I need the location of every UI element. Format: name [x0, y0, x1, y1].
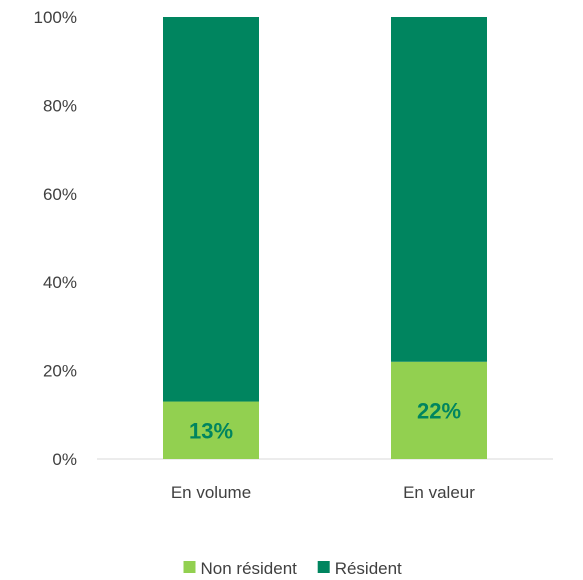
legend-swatch-non-resident [183, 561, 196, 573]
y-tick-label: 100% [34, 8, 77, 27]
y-tick-label: 80% [43, 96, 77, 115]
y-tick-label: 20% [43, 362, 77, 381]
y-tick-label: 60% [43, 185, 77, 204]
legend-label-non-resident: Non résident [201, 559, 298, 578]
legend-swatch-resident [317, 561, 330, 573]
bar-non-resident-1 [163, 401, 259, 459]
legend-label-resident: Résident [335, 559, 402, 578]
bar-resident-1 [163, 17, 259, 402]
bar-non-resident-2 [391, 361, 487, 459]
bar-resident-2 [391, 17, 487, 362]
bars [163, 17, 487, 459]
y-tick-label: 40% [43, 273, 77, 292]
x-axis: En volume En valeur [171, 483, 475, 502]
x-tick-label: En volume [171, 483, 251, 502]
data-label: 13% [189, 418, 233, 443]
y-axis: 0% 20% 40% 60% 80% 100% [34, 8, 77, 469]
legend: Non résident Résident [183, 559, 402, 578]
y-tick-label: 0% [52, 450, 77, 469]
x-tick-label: En valeur [403, 483, 475, 502]
data-label: 22% [417, 398, 461, 423]
data-labels: 13% 22% [189, 398, 461, 443]
